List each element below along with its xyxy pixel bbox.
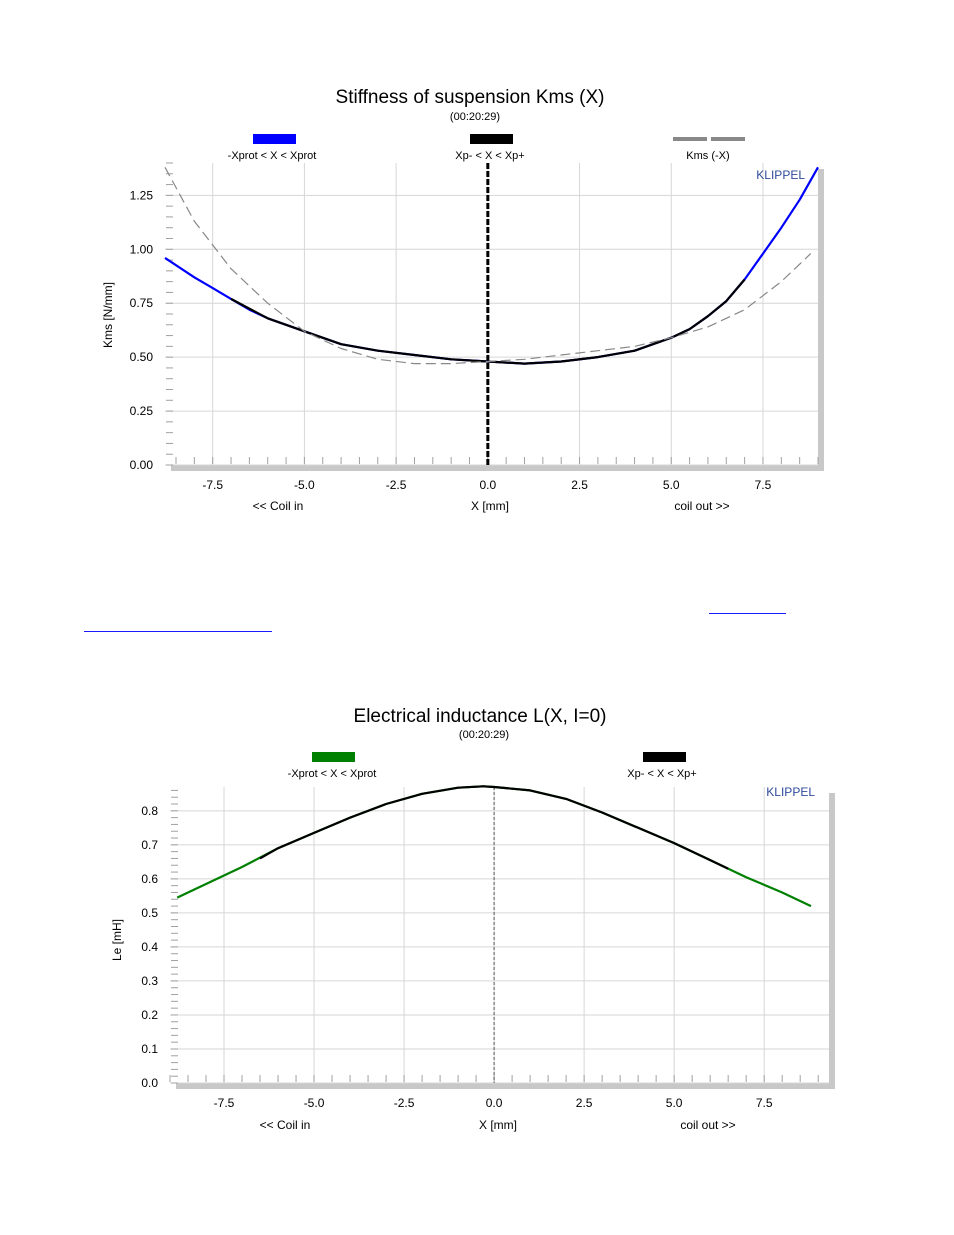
series-line (259, 785, 729, 870)
y-axis-label: Kms [N/mm] (101, 282, 115, 348)
grid (170, 787, 829, 1084)
y-axis-label: Le [mH] (110, 919, 124, 961)
x-tick-label: -2.5 (394, 1096, 415, 1110)
x-axis-label-left: << Coil in (253, 499, 304, 513)
legend-label: -Xprot < X < Xprot (228, 150, 317, 162)
x-axis-label: X [mm] (471, 499, 509, 513)
x-tick-label: 5.0 (663, 478, 680, 492)
legend-swatch-gray-dash (711, 137, 745, 141)
series-line (230, 278, 746, 365)
x-tick-label: 0.0 (479, 478, 496, 492)
x-tick-label: -7.5 (202, 478, 223, 492)
chart-title: Electrical inductance L(X, I=0) (354, 706, 607, 727)
y-tick-labels: 0.00 0.25 0.50 0.75 1.00 1.25 (130, 188, 154, 472)
y-tick-label: 0.8 (141, 804, 158, 818)
kms-chart: Stiffness of suspension Kms (X) (00:20:2… (101, 87, 824, 513)
le-chart: Electrical inductance L(X, I=0) (00:20:2… (110, 706, 835, 1132)
legend-swatch-black (470, 134, 513, 144)
plot-area (165, 163, 818, 465)
x-tick-label: -7.5 (214, 1096, 235, 1110)
x-tick-label: -5.0 (294, 478, 315, 492)
y-tick-label: 0.3 (141, 974, 158, 988)
hyperlink-underline[interactable] (84, 631, 272, 632)
chart-subtitle: (00:20:29) (450, 111, 500, 123)
x-tick-labels: -7.5 -5.0 -2.5 0.0 2.5 5.0 7.5 (214, 1096, 773, 1110)
y-tick-label: 0.2 (141, 1008, 158, 1022)
hyperlink-underline[interactable] (709, 613, 786, 614)
x-tick-label: 5.0 (666, 1096, 683, 1110)
legend-swatch-blue (253, 134, 296, 144)
chart-title: Stiffness of suspension Kms (X) (336, 87, 605, 108)
y-tick-label: 0.00 (130, 458, 154, 472)
legend-label: Kms (-X) (686, 150, 729, 162)
y-tick-labels: 0.0 0.1 0.2 0.3 0.4 0.5 0.6 0.7 0.8 (141, 804, 158, 1090)
x-tick-label: 7.5 (756, 1096, 773, 1110)
x-tick-label: -2.5 (386, 478, 407, 492)
x-axis-label: X [mm] (479, 1118, 517, 1132)
legend-swatch-gray-dash (673, 137, 707, 141)
legend-swatch-black (643, 752, 686, 762)
x-tick-label: -5.0 (304, 1096, 325, 1110)
y-tick-label: 0.5 (141, 906, 158, 920)
grid (165, 163, 818, 466)
y-tick-label: 0.6 (141, 872, 158, 886)
x-axis-label-right: coil out >> (680, 1118, 735, 1132)
brand-label: KLIPPEL (766, 785, 815, 799)
x-tick-labels: -7.5 -5.0 -2.5 0.0 2.5 5.0 7.5 (202, 478, 771, 492)
x-tick-label: 2.5 (571, 478, 588, 492)
legend: -Xprot < X < Xprot Xp- < X < Xp+ (288, 752, 697, 780)
series-lines (164, 163, 819, 465)
legend: -Xprot < X < Xprot Xp- < X < Xp+ Kms (-X… (228, 134, 745, 162)
y-tick-label: 0.0 (141, 1076, 158, 1090)
minor-ticks (169, 789, 819, 1084)
legend-label: Xp- < X < Xp+ (455, 150, 524, 162)
x-tick-label: 7.5 (755, 478, 772, 492)
y-tick-label: 1.00 (130, 242, 154, 256)
y-tick-label: 0.4 (141, 940, 158, 954)
legend-label: -Xprot < X < Xprot (288, 768, 377, 780)
minor-ticks (166, 162, 819, 466)
y-tick-label: 0.50 (130, 350, 154, 364)
y-tick-label: 0.1 (141, 1042, 158, 1056)
y-tick-label: 0.75 (130, 296, 154, 310)
series-line (164, 167, 812, 365)
legend-swatch-green (312, 752, 355, 762)
y-tick-label: 0.25 (130, 404, 154, 418)
brand-label: KLIPPEL (756, 168, 805, 182)
plot-area (170, 787, 829, 1083)
x-axis-label-right: coil out >> (674, 499, 729, 513)
x-tick-label: 0.0 (486, 1096, 503, 1110)
x-tick-label: 2.5 (576, 1096, 593, 1110)
series-lines (176, 785, 812, 1083)
x-axis-label-left: << Coil in (260, 1118, 311, 1132)
y-tick-label: 1.25 (130, 188, 154, 202)
y-tick-label: 0.7 (141, 838, 158, 852)
legend-label: Xp- < X < Xp+ (627, 768, 696, 780)
chart-subtitle: (00:20:29) (459, 729, 509, 741)
